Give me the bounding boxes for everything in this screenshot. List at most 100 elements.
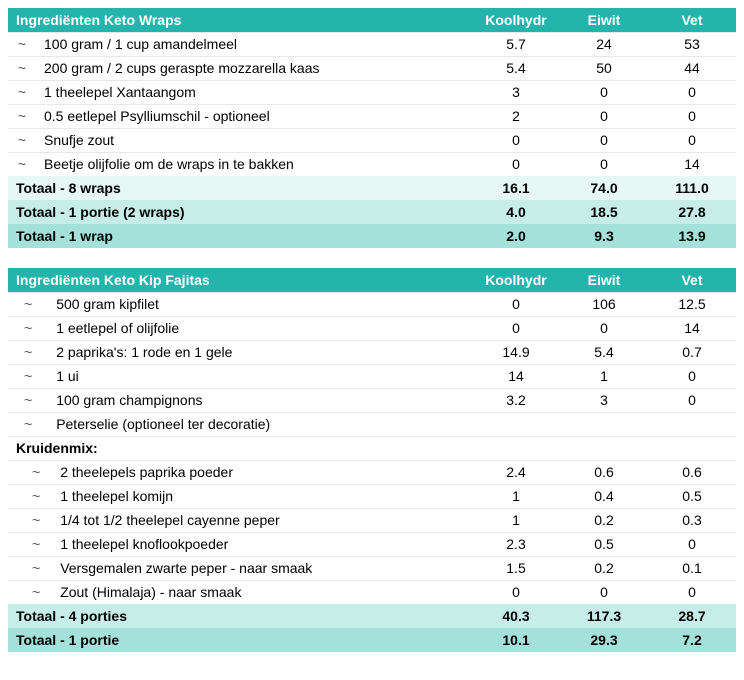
column-header: Koolhydr	[472, 268, 560, 292]
nutrient-value: 5.4	[472, 56, 560, 80]
nutrient-value: 14	[648, 316, 736, 340]
ingredient-name: 100 gram / 1 cup amandelmeel	[36, 32, 472, 56]
nutrient-value: 0.1	[648, 556, 736, 580]
nutrient-value: 53	[648, 32, 736, 56]
table-title: Ingrediënten Keto Kip Fajitas	[8, 268, 472, 292]
bullet-icon: ~	[8, 484, 48, 508]
ingredient-row: ~100 gram / 1 cup amandelmeel5.72453	[8, 32, 736, 56]
total-label: Totaal - 1 portie	[8, 628, 472, 652]
nutrient-value: 5.7	[472, 32, 560, 56]
column-header: Koolhydr	[472, 8, 560, 32]
column-header: Eiwit	[560, 8, 648, 32]
nutrient-value: 0	[648, 580, 736, 604]
total-value: 2.0	[472, 224, 560, 248]
ingredient-name: 200 gram / 2 cups geraspte mozzarella ka…	[36, 56, 472, 80]
nutrient-value: 0.4	[560, 484, 648, 508]
ingredient-row: ~1 eetlepel of olijfolie0014	[8, 316, 736, 340]
total-value: 18.5	[560, 200, 648, 224]
nutrient-value: 0	[648, 532, 736, 556]
ingredient-name: 2 theelepels paprika poeder	[48, 460, 472, 484]
ingredient-row: ~500 gram kipfilet010612.5	[8, 292, 736, 316]
ingredient-row: ~100 gram champignons3.230	[8, 388, 736, 412]
bullet-icon: ~	[8, 104, 36, 128]
ingredient-row: ~Beetje olijfolie om de wraps in te bakk…	[8, 152, 736, 176]
nutrient-value: 106	[560, 292, 648, 316]
bullet-icon: ~	[8, 32, 36, 56]
nutrient-value: 0	[648, 364, 736, 388]
nutrient-value: 24	[560, 32, 648, 56]
nutrient-value: 0	[472, 128, 560, 152]
ingredient-row: ~Zout (Himalaja) - naar smaak000	[8, 580, 736, 604]
ingredient-name: Peterselie (optioneel ter decoratie)	[48, 412, 472, 436]
nutrient-value	[648, 412, 736, 436]
table-subheader-row: Kruidenmix:	[8, 436, 736, 460]
nutrient-value: 12.5	[648, 292, 736, 316]
nutrient-value: 44	[648, 56, 736, 80]
ingredient-name: 1 theelepel knoflookpoeder	[48, 532, 472, 556]
nutrient-value	[472, 412, 560, 436]
nutrient-value: 3	[560, 388, 648, 412]
nutrient-value: 5.4	[560, 340, 648, 364]
bullet-icon: ~	[8, 340, 48, 364]
ingredient-name: 100 gram champignons	[48, 388, 472, 412]
total-value: 7.2	[648, 628, 736, 652]
ingredient-name: Zout (Himalaja) - naar smaak	[48, 580, 472, 604]
bullet-icon: ~	[8, 316, 48, 340]
nutrient-value: 2.3	[472, 532, 560, 556]
bullet-icon: ~	[8, 364, 48, 388]
total-label: Totaal - 8 wraps	[8, 176, 472, 200]
nutrient-value: 0.5	[648, 484, 736, 508]
nutrient-value: 0.2	[560, 508, 648, 532]
ingredient-name: Beetje olijfolie om de wraps in te bakke…	[36, 152, 472, 176]
nutrient-value: 0	[560, 580, 648, 604]
ingredient-row: ~1 theelepel Xantaangom300	[8, 80, 736, 104]
nutrient-value: 0	[560, 104, 648, 128]
nutrient-value: 0	[648, 128, 736, 152]
table-header-row: Ingrediënten Keto Kip FajitasKoolhydrEiw…	[8, 268, 736, 292]
nutrient-value: 0	[472, 580, 560, 604]
ingredient-name: 1 theelepel Xantaangom	[36, 80, 472, 104]
ingredient-row: ~Snufje zout000	[8, 128, 736, 152]
nutrient-value: 0	[472, 292, 560, 316]
bullet-icon: ~	[8, 292, 48, 316]
bullet-icon: ~	[8, 56, 36, 80]
column-header: Vet	[648, 268, 736, 292]
total-label: Totaal - 4 porties	[8, 604, 472, 628]
nutrient-value: 1	[472, 508, 560, 532]
nutrient-value: 1.5	[472, 556, 560, 580]
nutrient-value: 0	[472, 152, 560, 176]
ingredient-name: 1 theelepel komijn	[48, 484, 472, 508]
total-value: 9.3	[560, 224, 648, 248]
nutrient-value: 0	[648, 104, 736, 128]
subheader-label: Kruidenmix:	[8, 436, 736, 460]
nutrient-value: 14	[648, 152, 736, 176]
total-row: Totaal - 8 wraps16.174.0111.0	[8, 176, 736, 200]
nutrient-value: 0	[472, 316, 560, 340]
ingredient-row: ~1 theelepel komijn10.40.5	[8, 484, 736, 508]
ingredient-row: ~0.5 eetlepel Psylliumschil - optioneel2…	[8, 104, 736, 128]
ingredient-row: ~200 gram / 2 cups geraspte mozzarella k…	[8, 56, 736, 80]
nutrition-table: Ingrediënten Keto Kip FajitasKoolhydrEiw…	[8, 268, 736, 652]
nutrition-table: Ingrediënten Keto WrapsKoolhydrEiwitVet~…	[8, 8, 736, 248]
bullet-icon: ~	[8, 412, 48, 436]
total-row: Totaal - 1 portie10.129.37.2	[8, 628, 736, 652]
bullet-icon: ~	[8, 508, 48, 532]
tables-container: Ingrediënten Keto WrapsKoolhydrEiwitVet~…	[8, 8, 736, 652]
total-row: Totaal - 1 portie (2 wraps)4.018.527.8	[8, 200, 736, 224]
nutrient-value: 0	[560, 80, 648, 104]
bullet-icon: ~	[8, 80, 36, 104]
column-header: Vet	[648, 8, 736, 32]
ingredient-name: Snufje zout	[36, 128, 472, 152]
total-label: Totaal - 1 wrap	[8, 224, 472, 248]
table-title: Ingrediënten Keto Wraps	[8, 8, 472, 32]
total-value: 10.1	[472, 628, 560, 652]
ingredient-row: ~Peterselie (optioneel ter decoratie)	[8, 412, 736, 436]
bullet-icon: ~	[8, 388, 48, 412]
ingredient-name: 1/4 tot 1/2 theelepel cayenne peper	[48, 508, 472, 532]
nutrient-value: 1	[472, 484, 560, 508]
column-header: Eiwit	[560, 268, 648, 292]
ingredient-row: ~1 ui1410	[8, 364, 736, 388]
ingredient-name: 1 eetlepel of olijfolie	[48, 316, 472, 340]
nutrient-value: 0	[560, 152, 648, 176]
nutrient-value: 0.3	[648, 508, 736, 532]
